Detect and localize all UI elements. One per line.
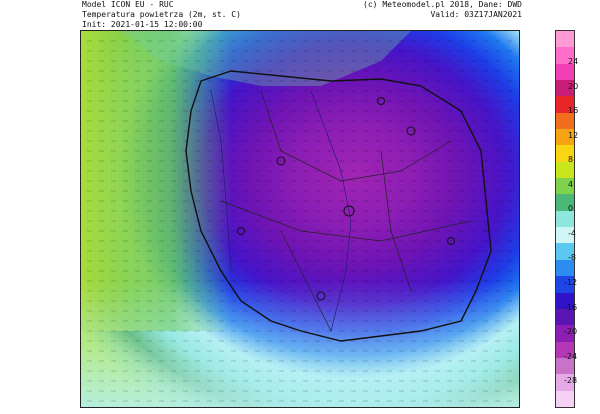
region-border [260,90,452,182]
legend-swatch [556,178,574,195]
legend-swatch [556,390,574,407]
legend-swatch [556,210,574,228]
grid-value-dashes [87,40,512,402]
legend-swatch [556,374,574,391]
legend-swatch [556,80,574,97]
legend-swatch [556,161,574,179]
legend-swatch [556,145,574,162]
region-border [280,230,332,332]
legend-tick-label: 4 [568,179,574,189]
river [210,90,232,272]
temperature-map [80,30,520,408]
legend-swatch [556,227,574,244]
city-marker [343,205,355,217]
legend-swatch [556,341,574,358]
legend-swatch [556,112,574,130]
legend-tick-label: -24 [564,351,578,361]
baltic-sea [121,31,411,86]
model-name: Model ICON EU - RUC [82,0,174,9]
legend-tick-label: -20 [564,327,578,337]
valid-time: Valid: 03Z17JAN2021 [430,10,522,19]
legend-swatch [556,96,574,113]
legend-swatch [556,31,574,48]
map-canvas [81,31,519,407]
legend-tick-label: 0 [568,204,574,214]
country-border [185,70,492,342]
city-marker [377,97,385,105]
legend-tick-label: 8 [568,155,574,165]
legend-swatch [556,47,574,64]
header-right: (c) Meteomodel.pl 2018, Dane: DWD Valid:… [363,0,522,20]
city-marker [237,227,245,235]
legend-tick-label: 16 [568,106,579,116]
legend-tick-label: 20 [568,81,579,91]
river [310,90,352,332]
region-border [220,200,472,242]
legend-tick-label: -8 [568,253,576,263]
city-marker [447,237,455,245]
header-left: Model ICON EU - RUC Temperatura powietrz… [82,0,241,30]
legend-swatch [556,259,574,277]
legend-tick-label: -28 [564,376,578,386]
legend-swatch [556,243,574,260]
legend-swatch [556,63,574,81]
color-legend [555,30,575,408]
legend-swatch [556,325,574,342]
legend-swatch [556,194,574,211]
legend-swatch [556,129,574,146]
south-zone [81,281,519,407]
legend-swatch [556,357,574,375]
legend-swatch [556,292,574,309]
legend-tick-label: 24 [568,57,579,66]
legend-swatch [556,276,574,293]
parameter-name: Temperatura powietrza (2m, st. C) [82,10,241,19]
city-marker [276,156,286,166]
city-marker [406,126,416,136]
region-border [380,150,412,292]
legend-swatch [556,308,574,326]
legend-tick-label: -12 [564,278,578,288]
legend-tick-label: -16 [564,302,578,312]
city-marker [316,291,326,301]
legend-tick-label: -4 [568,228,576,238]
legend-tick-label: 12 [568,130,579,140]
init-time: Init: 2021-01-15 12:00:00 [82,20,203,29]
credit-text: (c) Meteomodel.pl 2018, Dane: DWD [363,0,522,9]
